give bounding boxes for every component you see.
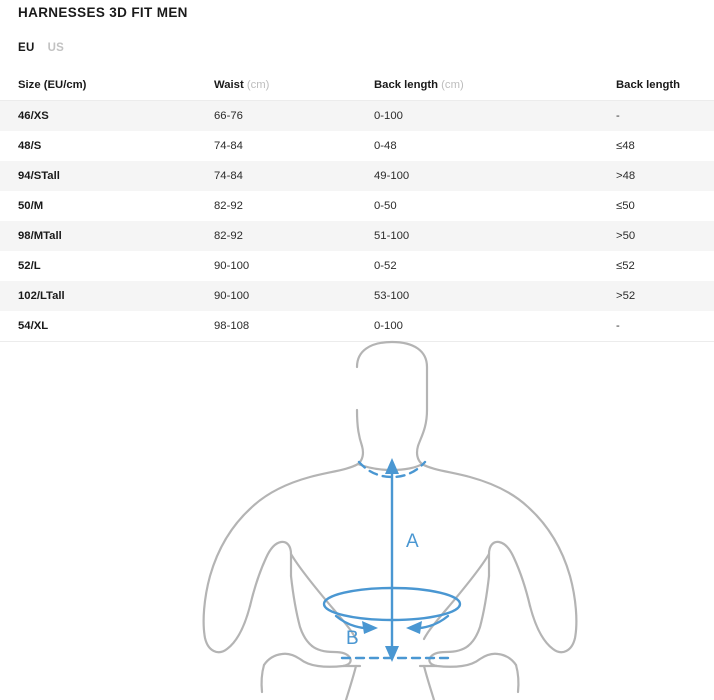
fit-diagram: A B [0,336,714,700]
cell-back-length: ≤52 [616,260,635,272]
cell-back-length-cm: 0-100 [356,100,598,131]
cell-back-length: - [598,311,714,342]
cell-waist: 74-84 [214,140,243,152]
column-header-size: Size (EU/cm) [0,71,196,101]
table-row: 52/L 90-100 0-52 ≤52 [0,251,714,281]
cell-waist: 66-76 [196,100,356,131]
label-b: B [346,628,359,649]
size-table-header: Size (EU/cm) Waist (cm) Back length (cm)… [0,71,714,101]
cell-back-length-cm: 0-52 [374,260,397,272]
cell-waist: 90-100 [196,281,356,311]
fit-diagram-svg: A B [202,340,578,700]
cell-back-length: ≤50 [616,200,635,212]
cell-waist: 74-84 [196,161,356,191]
cell-size: 102/LTall [0,281,196,311]
unit-tab-group: EU US [18,42,64,54]
cell-size: 54/XL [0,311,196,342]
arrowhead-up [385,458,399,474]
measurement-annotations [322,460,462,660]
column-header-waist-label: Waist [214,79,244,91]
cell-back-length-cm: 0-50 [374,200,397,212]
cell-back-length: ≤48 [616,140,635,152]
cell-back-length-cm: 0-100 [356,311,598,342]
column-header-back-length: Back length [598,71,714,101]
cell-size: 94/STall [0,161,196,191]
annotation-arrowheads [362,458,422,662]
table-row: 102/LTall 90-100 53-100 >52 [0,281,714,311]
torso-outline [202,340,578,700]
cell-back-length: - [598,100,714,131]
table-row: 48/S 74-84 0-48 ≤48 [0,131,714,161]
tab-us[interactable]: US [47,42,65,54]
cell-back-length: >52 [598,281,714,311]
arrowhead-waist-left [362,621,378,634]
table-row: 54/XL 98-108 0-100 - [0,311,714,342]
column-header-back-length-cm-unit: (cm) [441,79,464,91]
cell-size: 98/MTall [0,221,196,251]
cell-back-length-cm: 51-100 [356,221,598,251]
cell-back-length-cm: 53-100 [356,281,598,311]
header-row: Size (EU/cm) Waist (cm) Back length (cm)… [0,71,714,101]
cell-waist: 82-92 [196,221,356,251]
table-row: 46/XS 66-76 0-100 - [0,100,714,131]
column-header-waist: Waist (cm) [196,71,356,101]
cell-back-length-cm: 49-100 [356,161,598,191]
size-table-body: 46/XS 66-76 0-100 - 48/S 74-84 0-48 ≤48 … [0,100,714,342]
cell-size: 46/XS [0,100,196,131]
size-table: Size (EU/cm) Waist (cm) Back length (cm)… [0,71,714,342]
cell-back-length-cm: 0-48 [374,140,397,152]
cell-back-length: >48 [598,161,714,191]
column-header-back-length-cm-label: Back length [374,79,439,91]
waist-ellipse [322,586,462,622]
cell-size: 50/M [18,200,44,212]
label-a: A [406,531,419,552]
column-header-back-length-cm: Back length (cm) [356,71,598,101]
cell-size: 52/L [18,260,41,272]
tab-eu[interactable]: EU [18,42,35,54]
page-title: HARNESSES 3D FIT MEN [18,5,188,20]
cell-waist: 98-108 [196,311,356,342]
table-row: 98/MTall 82-92 51-100 >50 [0,221,714,251]
cell-waist: 90-100 [214,260,250,272]
arrowhead-waist-right [406,621,422,634]
arrowhead-down [385,646,399,662]
neck-dashed-arc [357,460,427,479]
column-header-waist-unit: (cm) [246,79,270,91]
column-header-size-label: Size (EU/cm) [18,79,87,91]
column-header-back-length-label: Back length [616,79,681,91]
cell-size: 48/S [18,140,42,152]
cell-back-length: >50 [598,221,714,251]
table-row: 94/STall 74-84 49-100 >48 [0,161,714,191]
table-row: 50/M 82-92 0-50 ≤50 [0,191,714,221]
cell-waist: 82-92 [214,200,243,212]
